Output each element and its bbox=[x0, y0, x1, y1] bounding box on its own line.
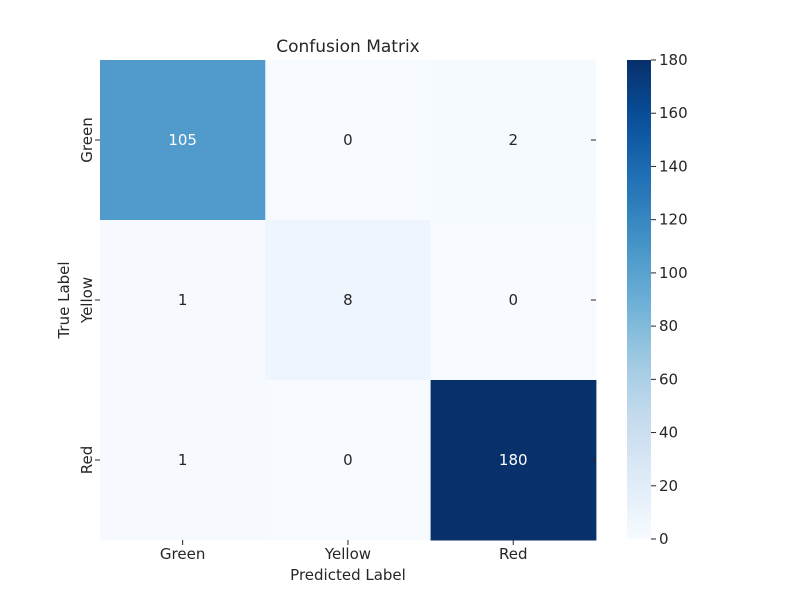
cell-value-label: 0 bbox=[343, 131, 353, 149]
cell-value-label: 1 bbox=[178, 291, 188, 309]
heatmap-cell bbox=[430, 60, 597, 221]
heatmap-cell-labels: 105 0 21 8 01 0 180 bbox=[168, 131, 527, 469]
cell-value-label: 1 bbox=[178, 451, 188, 469]
y-axis-label: True Label bbox=[55, 261, 73, 339]
y-axis-ticks: Green Yellow Red bbox=[78, 117, 596, 474]
cell-value-label: 180 bbox=[499, 451, 528, 469]
cell-value-label: 8 bbox=[343, 291, 353, 309]
heatmap-cell bbox=[430, 380, 597, 541]
heatmap-cell bbox=[430, 220, 597, 381]
colorbar-tick-label: 180 bbox=[659, 51, 688, 69]
heatmap-cells bbox=[100, 60, 597, 541]
colorbar bbox=[627, 60, 651, 539]
heatmap-cell bbox=[100, 60, 266, 221]
cell-value-label: 2 bbox=[508, 131, 518, 149]
x-tick-label: Red bbox=[499, 545, 528, 563]
colorbar-tick-label: 100 bbox=[659, 264, 688, 282]
colorbar-tick-label: 40 bbox=[659, 424, 678, 442]
heatmap-cell bbox=[265, 60, 432, 221]
x-tick-label: Yellow bbox=[324, 545, 371, 563]
y-tick-label: Red bbox=[78, 446, 96, 475]
heatmap-cell bbox=[265, 380, 432, 541]
x-tick-label: Green bbox=[160, 545, 205, 563]
y-tick-label: Yellow bbox=[78, 277, 96, 324]
heatmap-cell bbox=[265, 220, 432, 381]
heatmap-cell bbox=[100, 220, 266, 381]
cell-value-label: 0 bbox=[343, 451, 353, 469]
cell-value-label: 105 bbox=[168, 131, 197, 149]
x-axis-label: Predicted Label bbox=[290, 566, 406, 584]
colorbar-tick-label: 20 bbox=[659, 477, 678, 495]
x-axis-ticks: Green Yellow Red bbox=[160, 540, 528, 563]
cell-value-label: 0 bbox=[508, 291, 518, 309]
colorbar-tick-label: 80 bbox=[659, 317, 678, 335]
chart-title: Confusion Matrix bbox=[276, 37, 420, 57]
y-tick-label: Green bbox=[78, 117, 96, 162]
colorbar-ticks: 0 20 40 60 80 100 120 140 160 180 bbox=[651, 51, 688, 548]
colorbar-tick-label: 120 bbox=[659, 211, 688, 229]
colorbar-tick-label: 140 bbox=[659, 157, 688, 175]
heatmap-cell bbox=[100, 380, 266, 541]
colorbar-tick-label: 0 bbox=[659, 530, 669, 548]
colorbar-tick-label: 160 bbox=[659, 104, 688, 122]
colorbar-tick-label: 60 bbox=[659, 370, 678, 388]
